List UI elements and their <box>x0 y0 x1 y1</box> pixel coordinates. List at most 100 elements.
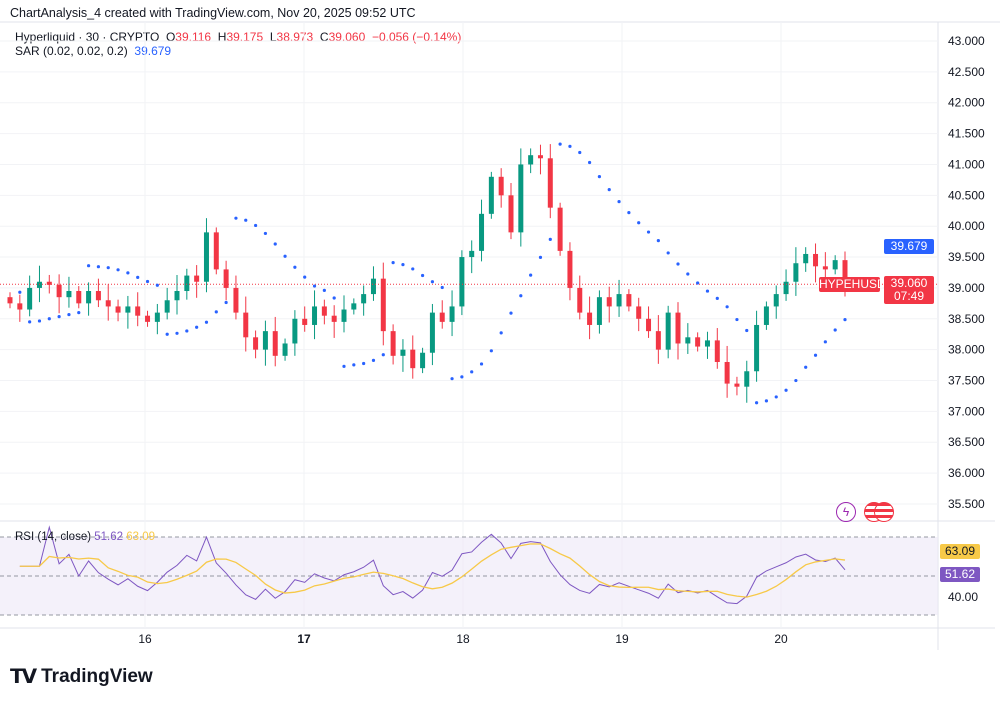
candle-body <box>567 250 573 288</box>
sar-dot <box>77 311 81 315</box>
candle-body <box>665 312 671 350</box>
sar-dot <box>597 175 602 179</box>
rsi-line <box>19 525 846 605</box>
candle-body <box>361 294 367 304</box>
y-tick-label: 37.000 <box>948 404 985 418</box>
rsi-value: 51.62 <box>94 531 124 543</box>
sar-dot <box>489 349 493 353</box>
low-label: L <box>269 30 277 44</box>
sar-dot <box>401 263 405 267</box>
candle-body <box>783 281 789 295</box>
candle-body <box>56 284 62 298</box>
sar-dot <box>420 273 425 278</box>
candle-body <box>557 207 563 251</box>
sar-dot <box>263 231 268 236</box>
sar-dot <box>538 255 543 259</box>
candle-body <box>400 349 406 356</box>
candle-body <box>380 278 386 332</box>
sar-dot <box>499 331 503 335</box>
sar-dot <box>735 317 739 322</box>
candle-body <box>429 312 435 353</box>
sar-dot <box>362 361 366 366</box>
sar-dot <box>558 142 562 146</box>
candle-body <box>528 155 534 165</box>
y-tick-label: 38.500 <box>948 312 985 326</box>
candle-body <box>704 340 710 347</box>
tv-logo-icon: 𝗧𝗩 <box>10 666 37 688</box>
sar-dot <box>185 329 189 333</box>
sar-dot <box>794 378 798 383</box>
candle-body <box>744 371 750 387</box>
candle-body <box>803 253 809 264</box>
tradingview-logo[interactable]: 𝗧𝗩 TradingView <box>10 664 153 689</box>
x-tick-label: 17 <box>297 632 311 646</box>
sar-dot <box>548 237 552 241</box>
candle-body <box>154 312 160 322</box>
sar-dot <box>371 358 376 362</box>
sar-dot <box>430 280 435 284</box>
sar-dot <box>587 160 592 165</box>
candle-body <box>302 318 308 325</box>
sar-dot <box>37 319 42 323</box>
sar-dot <box>450 377 454 381</box>
candle-body <box>793 263 799 282</box>
sar-dot <box>705 289 710 293</box>
candle-body <box>518 164 524 233</box>
rsi-ma-value: 63.09 <box>126 531 156 543</box>
sar-dot <box>479 362 484 366</box>
candle-body <box>655 331 661 350</box>
y-tick-label: 41.000 <box>948 157 985 171</box>
candle-body <box>587 312 593 325</box>
sar-dot <box>116 268 120 272</box>
sar-legend[interactable]: SAR (0.02, 0.02, 0.2) 39.679 <box>15 44 171 58</box>
y-tick-label: 42.000 <box>948 96 985 110</box>
us-flag-icon-2[interactable] <box>874 502 894 522</box>
rsi-legend[interactable]: RSI (14, close) 51.62 63.09 <box>15 531 155 543</box>
sar-dot <box>195 325 199 329</box>
y-tick-label: 41.500 <box>948 127 985 141</box>
sar-dot <box>774 395 778 399</box>
sar-dot <box>519 294 523 298</box>
candle-body <box>312 306 318 325</box>
candle-body <box>145 315 151 322</box>
candle-body <box>459 257 465 307</box>
candle-body <box>27 287 33 310</box>
sar-dot <box>67 312 71 317</box>
sar-dot <box>352 363 356 367</box>
high-label: H <box>217 30 227 44</box>
sar-dot <box>175 331 179 335</box>
lightning-icon[interactable]: ϟ <box>836 502 856 522</box>
sar-label: SAR (0.02, 0.02, 0.2) <box>15 44 128 58</box>
candle-body <box>282 343 288 356</box>
sar-dot <box>214 310 218 314</box>
sar-dot <box>804 365 808 369</box>
ticker-label: HYPEHUSD <box>819 277 886 292</box>
candle-body <box>370 278 376 295</box>
candle-body <box>105 300 111 307</box>
candle-body <box>17 303 23 310</box>
candle-body <box>341 309 347 322</box>
sar-dot <box>411 267 415 271</box>
candle-body <box>547 158 553 208</box>
candle-body <box>194 275 200 282</box>
sar-dot <box>253 223 258 228</box>
candle-body <box>616 294 622 307</box>
candle-body <box>685 337 691 344</box>
candle-body <box>646 318 652 332</box>
sar-dot <box>244 218 248 222</box>
candle-body <box>577 287 583 313</box>
candle-body <box>243 312 249 338</box>
candle-body <box>125 306 131 313</box>
sar-dot <box>764 399 769 403</box>
sar-dot <box>332 296 336 300</box>
sar-dot <box>578 150 582 155</box>
candle-body <box>272 331 278 356</box>
candle-body <box>469 250 475 258</box>
y-tick-label: 35.500 <box>948 497 985 511</box>
candle-body <box>390 331 396 356</box>
rsi-value-label: 51.62 <box>940 567 980 582</box>
rsi-ma-label: 63.09 <box>940 544 980 559</box>
candle-body <box>695 337 701 347</box>
sar-dot <box>833 328 837 332</box>
